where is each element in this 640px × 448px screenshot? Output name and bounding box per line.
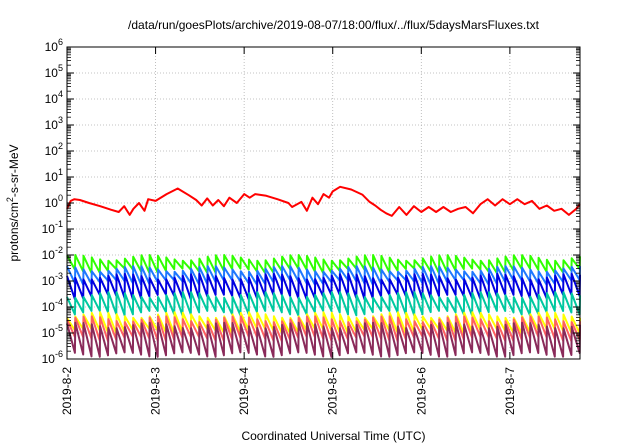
y-tick-label-exponent: -1 xyxy=(55,219,63,229)
y-axis-title-superscript: 2 xyxy=(5,197,15,202)
y-tick-label: 105 xyxy=(45,63,63,80)
y-tick-label-base: 10 xyxy=(45,66,59,80)
y-tick-label: 10-6 xyxy=(42,349,63,366)
y-tick-label-base: 10 xyxy=(42,300,56,314)
y-tick-label: 103 xyxy=(45,115,63,132)
ticks-layer xyxy=(66,46,580,360)
x-tick-label: 2019-8-2 xyxy=(60,367,74,415)
y-tick-label-exponent: -4 xyxy=(55,297,63,307)
y-tick-label: 10-1 xyxy=(42,219,63,236)
y-tick-label-exponent: 3 xyxy=(58,115,63,125)
y-tick-label-base: 10 xyxy=(45,196,59,210)
y-tick-label: 10-3 xyxy=(42,271,63,288)
y-tick-label-exponent: -5 xyxy=(55,323,63,333)
y-tick-label-exponent: -3 xyxy=(55,271,63,281)
series-line xyxy=(66,272,581,301)
y-tick-label-exponent: -6 xyxy=(55,349,63,359)
labels-layer: 10-610-510-410-310-210-11001011021031041… xyxy=(42,37,517,415)
y-tick-label: 100 xyxy=(45,193,63,210)
y-tick-label-base: 10 xyxy=(42,352,56,366)
y-tick-label-exponent: 5 xyxy=(58,63,63,73)
y-tick-label-exponent: -2 xyxy=(55,245,63,255)
y-tick-label: 102 xyxy=(45,141,63,158)
x-tick-label: 2019-8-4 xyxy=(237,367,251,415)
y-tick-label: 106 xyxy=(45,37,63,54)
y-tick-label: 101 xyxy=(45,167,63,184)
y-tick-label: 10-2 xyxy=(42,245,63,262)
y-tick-label-exponent: 4 xyxy=(58,89,63,99)
y-tick-label-base: 10 xyxy=(45,170,59,184)
series-line xyxy=(66,321,581,358)
y-tick-label-exponent: 2 xyxy=(58,141,63,151)
y-tick-label-base: 10 xyxy=(45,40,59,54)
series-line xyxy=(66,185,581,217)
y-tick-label-base: 10 xyxy=(45,92,59,106)
y-axis-title-suffix: -s-sr-MeV xyxy=(7,144,21,197)
x-tick-label: 2019-8-7 xyxy=(503,367,517,415)
series-line xyxy=(66,291,581,317)
y-tick-label-exponent: 0 xyxy=(58,193,63,203)
x-axis-title: Coordinated Universal Time (UTC) xyxy=(241,429,425,443)
x-tick-label: 2019-8-5 xyxy=(326,367,340,415)
y-tick-label-base: 10 xyxy=(45,118,59,132)
y-tick-label: 10-4 xyxy=(42,297,63,314)
y-axis-title-prefix: protons/cm xyxy=(7,202,21,261)
y-tick-label-base: 10 xyxy=(45,144,59,158)
y-tick-label-exponent: 6 xyxy=(58,37,63,47)
y-axis-title: protons/cm2-s-sr-MeV xyxy=(5,144,21,261)
y-tick-label: 10-5 xyxy=(42,323,63,340)
y-tick-label-base: 10 xyxy=(42,248,56,262)
y-tick-label-base: 10 xyxy=(42,274,56,288)
series-layer xyxy=(66,185,581,358)
y-tick-label: 104 xyxy=(45,89,63,106)
x-tick-label: 2019-8-6 xyxy=(414,367,428,415)
y-tick-label-base: 10 xyxy=(42,222,56,236)
y-tick-label-exponent: 1 xyxy=(58,167,63,177)
y-tick-label-base: 10 xyxy=(42,326,56,340)
chart-title: /data/run/goesPlots/archive/2019-08-07/1… xyxy=(128,18,540,32)
x-tick-label: 2019-8-3 xyxy=(149,367,163,415)
